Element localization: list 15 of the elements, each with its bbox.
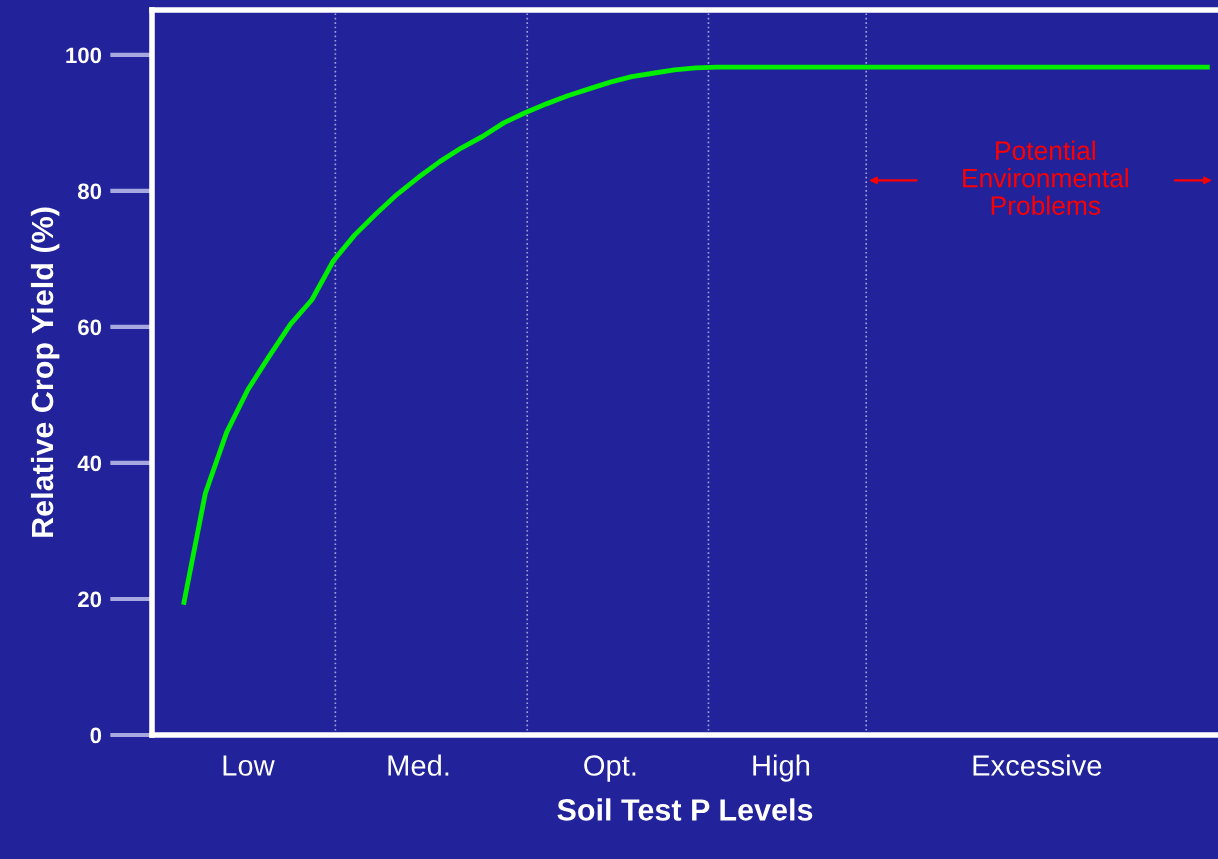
y-tick-label: 20: [78, 591, 102, 608]
y-tick-label: 60: [78, 319, 102, 336]
x-tick-label: High: [753, 754, 810, 782]
y-tick-label: 40: [77, 455, 102, 472]
y-tick-label: 80: [77, 183, 102, 200]
x-tick-label: Med.: [388, 754, 449, 776]
x-tick-label: Opt.: [584, 755, 636, 782]
x-tick-label: Low: [223, 755, 275, 776]
annotation: Potential Environmental Problems: [963, 140, 1128, 215]
x-axis-title: Soil Test P Levels: [557, 798, 813, 821]
y-tick-label: 0: [90, 727, 102, 744]
line-series: [181, 64, 1210, 605]
y-axis-title: Relative Crop Yield (%): [30, 207, 60, 537]
x-tick-label: Excessive: [973, 754, 1102, 776]
y-tick-label: 100: [66, 47, 102, 64]
